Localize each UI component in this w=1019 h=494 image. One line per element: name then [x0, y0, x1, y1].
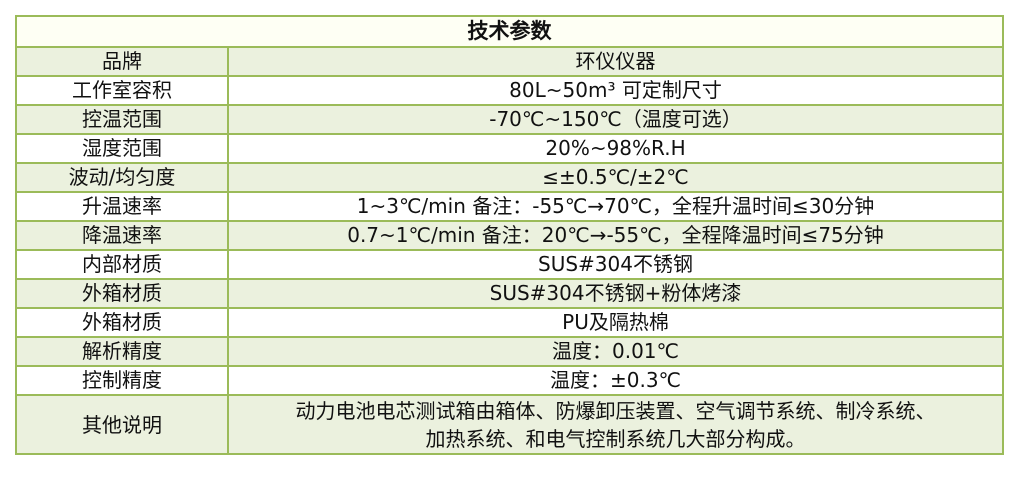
- spec-label: 内部材质: [15, 249, 229, 280]
- spec-label: 外箱材质: [15, 278, 229, 309]
- spec-value: SUS#304不锈钢: [227, 249, 1004, 280]
- spec-value: 1~3℃/min 备注：-55℃→70℃，全程升温时间≤30分钟: [227, 191, 1004, 222]
- table-row: 湿度范围 20%~98%R.H: [15, 133, 1004, 164]
- table-row: 外箱材质 SUS#304不锈钢+粉体烤漆: [15, 278, 1004, 309]
- table-row: 波动/均匀度 ≤±0.5℃/±2℃: [15, 162, 1004, 193]
- table-row: 降温速率 0.7~1℃/min 备注：20℃→-55℃，全程降温时间≤75分钟: [15, 220, 1004, 251]
- table-row: 控温范围 -70℃~150℃（温度可选）: [15, 104, 1004, 135]
- spec-value: ≤±0.5℃/±2℃: [227, 162, 1004, 193]
- spec-value: PU及隔热棉: [227, 307, 1004, 338]
- table-row: 工作室容积 80L~50m³ 可定制尺寸: [15, 75, 1004, 106]
- spec-label: 外箱材质: [15, 307, 229, 338]
- spec-label: 工作室容积: [15, 75, 229, 106]
- spec-label: 升温速率: [15, 191, 229, 222]
- spec-value: -70℃~150℃（温度可选）: [227, 104, 1004, 135]
- spec-label: 控制精度: [15, 365, 229, 396]
- spec-value: 动力电池电芯测试箱由箱体、防爆卸压装置、空气调节系统、制冷系统、 加热系统、和电气…: [227, 394, 1004, 455]
- spec-value: 环仪仪器: [227, 46, 1004, 77]
- table-row: 升温速率 1~3℃/min 备注：-55℃→70℃，全程升温时间≤30分钟: [15, 191, 1004, 222]
- table-row: 其他说明 动力电池电芯测试箱由箱体、防爆卸压装置、空气调节系统、制冷系统、 加热系统…: [15, 394, 1004, 455]
- spec-value: 20%~98%R.H: [227, 133, 1004, 164]
- spec-table: 技术参数 品牌 环仪仪器 工作室容积 80L~50m³ 可定制尺寸 控温范围 -70℃~1…: [15, 15, 1004, 455]
- table-row: 品牌 环仪仪器: [15, 46, 1004, 77]
- spec-value: 温度：0.01℃: [227, 336, 1004, 367]
- spec-label: 解析精度: [15, 336, 229, 367]
- spec-value: 温度：±0.3℃: [227, 365, 1004, 396]
- spec-value-line: 加热系统、和电气控制系统几大部分构成。: [425, 426, 806, 451]
- table-title: 技术参数: [15, 15, 1004, 48]
- spec-label: 控温范围: [15, 104, 229, 135]
- table-row: 外箱材质 PU及隔热棉: [15, 307, 1004, 338]
- table-row: 控制精度 温度：±0.3℃: [15, 365, 1004, 396]
- spec-label: 品牌: [15, 46, 229, 77]
- spec-value: 80L~50m³ 可定制尺寸: [227, 75, 1004, 106]
- table-row: 内部材质 SUS#304不锈钢: [15, 249, 1004, 280]
- spec-label: 降温速率: [15, 220, 229, 251]
- spec-label: 波动/均匀度: [15, 162, 229, 193]
- spec-value: 0.7~1℃/min 备注：20℃→-55℃，全程降温时间≤75分钟: [227, 220, 1004, 251]
- table-row: 解析精度 温度：0.01℃: [15, 336, 1004, 367]
- spec-value: SUS#304不锈钢+粉体烤漆: [227, 278, 1004, 309]
- spec-label: 其他说明: [15, 394, 229, 455]
- spec-label: 湿度范围: [15, 133, 229, 164]
- spec-value-line: 动力电池电芯测试箱由箱体、防爆卸压装置、空气调节系统、制冷系统、: [295, 398, 936, 423]
